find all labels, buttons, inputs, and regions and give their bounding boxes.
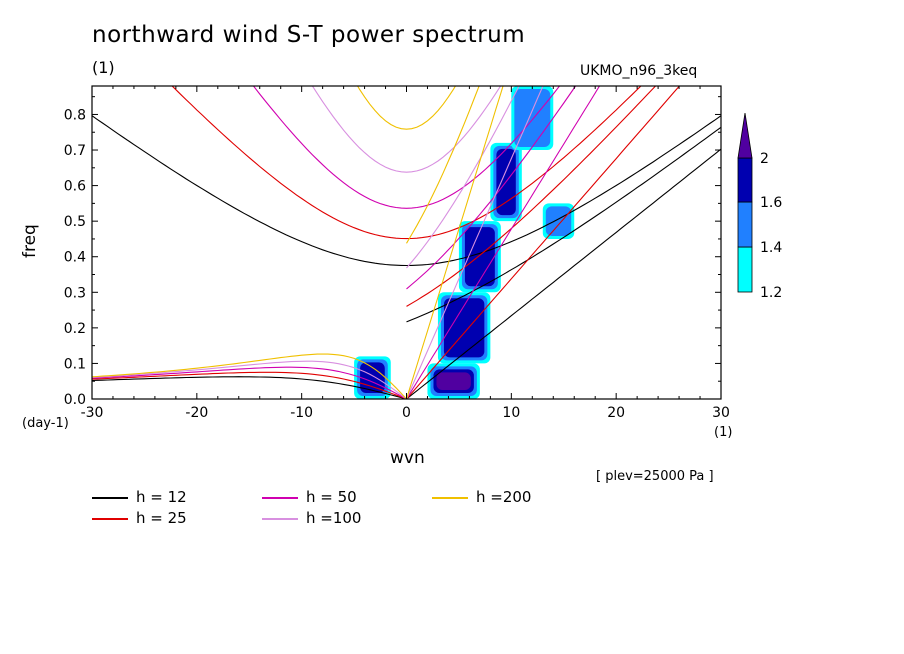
contour-region-6-level-1 bbox=[545, 206, 572, 236]
contour-region-0-level-3 bbox=[436, 372, 471, 390]
chart-subtitle-left: (1) bbox=[92, 58, 115, 77]
contour-region-2-level-2 bbox=[443, 298, 485, 358]
chart-title: northward wind S-T power spectrum bbox=[92, 22, 526, 48]
x-tick-label-0: 0 bbox=[402, 405, 411, 421]
legend-swatch bbox=[92, 518, 128, 520]
x-tick-label--10: -10 bbox=[290, 405, 313, 421]
curve-rossby-h100 bbox=[92, 360, 407, 399]
x-tick-label-10: 10 bbox=[502, 405, 520, 421]
legend-swatch bbox=[262, 497, 298, 499]
colorbar-extend-triangle bbox=[737, 112, 753, 159]
curve-mrg-h50 bbox=[406, 86, 577, 290]
curve-inertia-gravity-h12 bbox=[92, 115, 721, 267]
plev-annotation: [ plev=25000 Pa ] bbox=[596, 469, 714, 484]
curve-inertia-gravity-h100 bbox=[311, 86, 502, 173]
x-tick-label-30: 30 bbox=[712, 405, 730, 421]
curve-kelvin-h200 bbox=[405, 86, 504, 399]
chart-subtitle-right: UKMO_n96_3keq bbox=[580, 63, 698, 79]
colorbar-label-1.2: 1.2 bbox=[760, 285, 782, 301]
legend-label: h = 50 bbox=[306, 488, 357, 506]
contour-layer bbox=[354, 86, 575, 399]
curve-rossby-h25 bbox=[92, 371, 407, 399]
y-tick-label-3: 0.3 bbox=[64, 285, 86, 301]
curve-inertia-gravity-h50 bbox=[252, 86, 561, 209]
axis-ticks: -30 -20 -10 0 10 20 30 0.0 0.1 0.2 0.3 0.4 0.5 0.6 0.7… bbox=[64, 86, 730, 421]
y-tick-label-1: 0.1 bbox=[64, 356, 86, 372]
curve-inertia-gravity-h25 bbox=[171, 86, 642, 240]
colorbar-segment-0 bbox=[737, 246, 753, 293]
colorbar-label-1.4: 1.4 bbox=[760, 240, 782, 256]
x-axis-unit-right: (1) bbox=[714, 425, 733, 440]
curve-mrg-h25 bbox=[406, 86, 657, 307]
curve-kelvin-h12 bbox=[406, 148, 721, 399]
legend-label: h =100 bbox=[306, 509, 362, 527]
curve-mrg-h12 bbox=[406, 126, 721, 323]
curve-kelvin-h100 bbox=[405, 86, 544, 399]
legend-swatch bbox=[262, 518, 298, 520]
curve-mrg-h100 bbox=[406, 86, 520, 269]
curve-mrg-h200 bbox=[406, 86, 480, 244]
x-axis-label: wvn bbox=[390, 448, 425, 468]
legend-label: h =200 bbox=[476, 488, 532, 506]
colorbar-label-2: 2 bbox=[760, 151, 769, 167]
dispersion-curves bbox=[92, 86, 721, 399]
curve-rossby-h12 bbox=[92, 376, 407, 399]
colorbar: 1.2 1.4 1.6 2 bbox=[737, 112, 782, 301]
x-tick-label-20: 20 bbox=[607, 405, 625, 421]
colorbar-segment-1 bbox=[737, 201, 753, 248]
colorbar-segment-2 bbox=[737, 157, 753, 203]
y-tick-label-8: 0.8 bbox=[64, 107, 86, 123]
curve-kelvin-h25 bbox=[406, 86, 681, 399]
y-tick-label-0: 0.0 bbox=[64, 392, 86, 408]
legend-label: h = 25 bbox=[136, 509, 187, 527]
legend-swatch bbox=[432, 497, 468, 499]
y-tick-label-6: 0.6 bbox=[64, 179, 86, 195]
curve-kelvin-h50 bbox=[406, 86, 601, 399]
curve-rossby-h200 bbox=[92, 353, 407, 399]
curve-inertia-gravity-h200 bbox=[356, 86, 457, 130]
legend-label: h = 12 bbox=[136, 488, 187, 506]
x-tick-label--20: -20 bbox=[185, 405, 208, 421]
y-tick-label-5: 0.5 bbox=[64, 214, 86, 230]
y-tick-label-4: 0.4 bbox=[64, 250, 86, 266]
legend-swatch bbox=[92, 497, 128, 499]
y-tick-label-2: 0.2 bbox=[64, 321, 86, 337]
x-tick-label--30: -30 bbox=[81, 405, 104, 421]
contour-region-3-level-2 bbox=[464, 227, 495, 287]
contour-region-5-level-1 bbox=[514, 89, 551, 148]
y-tick-label-7: 0.7 bbox=[64, 143, 86, 159]
curve-rossby-h50 bbox=[92, 366, 407, 399]
colorbar-label-1.6: 1.6 bbox=[760, 195, 782, 211]
x-axis-unit-left: (day-1) bbox=[22, 416, 69, 431]
